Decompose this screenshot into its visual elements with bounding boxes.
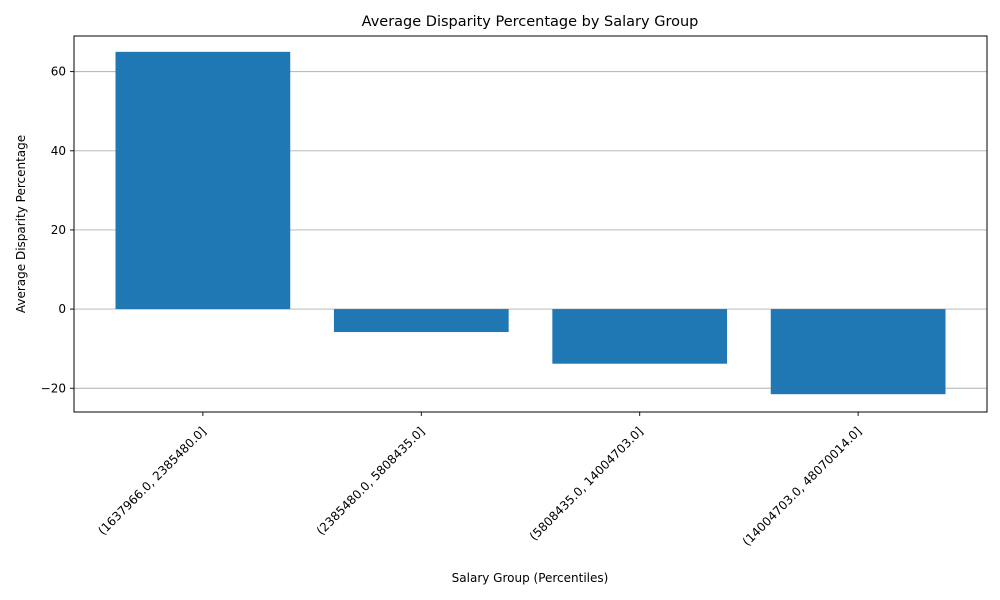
y-tick-label: 60 bbox=[51, 65, 66, 79]
chart-title: Average Disparity Percentage by Salary G… bbox=[362, 14, 699, 30]
bars bbox=[115, 51, 946, 395]
plot-frame bbox=[73, 35, 988, 413]
x-tick-label: (14004703.0, 48070014.0] bbox=[740, 424, 864, 548]
x-tick-label: (5808435.0, 14004703.0] bbox=[527, 424, 646, 543]
bar bbox=[333, 309, 509, 333]
x-tick-label: (2385480.0, 5808435.0] bbox=[314, 424, 428, 538]
x-axis-label: Salary Group (Percentiles) bbox=[452, 571, 609, 585]
y-axis-label: Average Disparity Percentage bbox=[14, 135, 28, 313]
bar bbox=[770, 309, 946, 395]
bar bbox=[115, 51, 291, 310]
y-tick-label: 20 bbox=[51, 223, 66, 237]
y-tick-label: 0 bbox=[58, 302, 66, 316]
y-tick-label: 40 bbox=[51, 144, 66, 158]
bar bbox=[552, 309, 728, 364]
y-tick-label: −20 bbox=[41, 381, 66, 395]
x-tick-label: (1637966.0, 2385480.0] bbox=[95, 424, 209, 538]
